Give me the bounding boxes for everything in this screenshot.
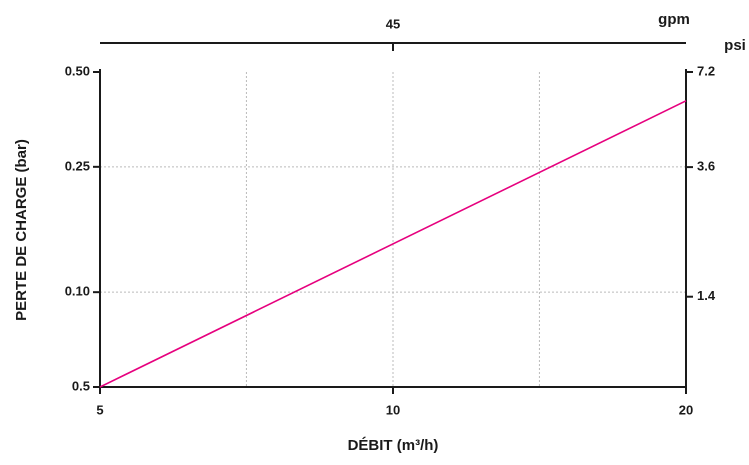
y2-tick-label: 1.4 — [697, 288, 716, 303]
x2-tick-label: 45 — [386, 16, 400, 31]
y2-tick-label: 7.2 — [697, 63, 715, 78]
y-tick-label: 0.25 — [65, 158, 90, 173]
x-tick-label: 20 — [679, 402, 693, 417]
y-tick-label: 0.5 — [72, 378, 90, 393]
x2-axis-label: gpm — [658, 11, 690, 28]
y2-axis-label: psi — [724, 37, 746, 54]
x-tick-label: 10 — [386, 402, 400, 417]
x-axis-label: DÉBIT (m³/h) — [348, 437, 439, 454]
y-axis-label: PERTE DE CHARGE (bar) — [13, 139, 30, 321]
y-tick-label: 0.10 — [65, 284, 90, 299]
x-tick-label: 5 — [96, 402, 103, 417]
y2-tick-label: 3.6 — [697, 159, 715, 174]
y-tick-label: 0.50 — [65, 63, 90, 78]
data-line — [99, 100, 687, 388]
